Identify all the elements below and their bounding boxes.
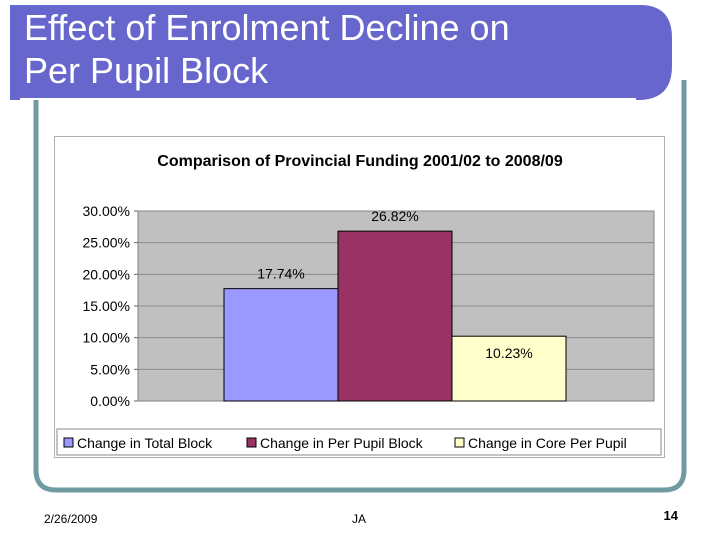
legend-swatch-3 (454, 437, 465, 448)
legend-swatch-2 (246, 437, 257, 448)
y-axis-ticks: 0.00% 5.00% 10.00% 15.00% 20.00% 25.00% 30.00% (83, 203, 138, 409)
legend-label-3: Change in Core Per Pupil (468, 435, 627, 451)
legend-swatch-1 (63, 437, 74, 448)
legend: Change in Total Block Change in Per Pupil… (63, 435, 627, 451)
page-number: 14 (663, 508, 678, 523)
footer-date: 2/26/2009 (44, 512, 98, 526)
y-tick-label: 15.00% (83, 298, 130, 314)
legend-box (56, 428, 662, 456)
bars (223, 230, 567, 402)
y-tick-label: 25.00% (83, 235, 130, 251)
slide-title: Effect of Enrolment Decline on Per Pupil… (24, 6, 624, 92)
title-banner (10, 5, 672, 100)
title-line-2: Per Pupil Block (24, 50, 269, 91)
data-labels: 17.74% 26.82% 10.23% (257, 208, 532, 361)
y-tick-label: 0.00% (90, 393, 130, 409)
data-label-3: 10.23% (485, 345, 532, 361)
data-label-1: 17.74% (257, 266, 304, 282)
y-tick-label: 10.00% (83, 330, 130, 346)
footer-author: JA (352, 512, 367, 526)
bar-1 (223, 288, 339, 402)
bar-2 (337, 230, 453, 402)
chart-title: Comparison of Provincial Funding 2001/02… (157, 153, 563, 170)
y-tick-label: 20.00% (83, 266, 130, 282)
slide-frame (33, 80, 687, 493)
y-tick-label: 30.00% (83, 203, 130, 219)
data-label-2: 26.82% (371, 208, 418, 224)
bar-3 (451, 335, 567, 402)
funding-bar-chart: Comparison of Provincial Funding 2001/02… (54, 136, 665, 458)
legend-label-1: Change in Total Block (77, 435, 213, 451)
legend-label-2: Change in Per Pupil Block (260, 435, 424, 451)
y-tick-label: 5.00% (90, 361, 130, 377)
title-line-1: Effect of Enrolment Decline on (24, 7, 510, 48)
